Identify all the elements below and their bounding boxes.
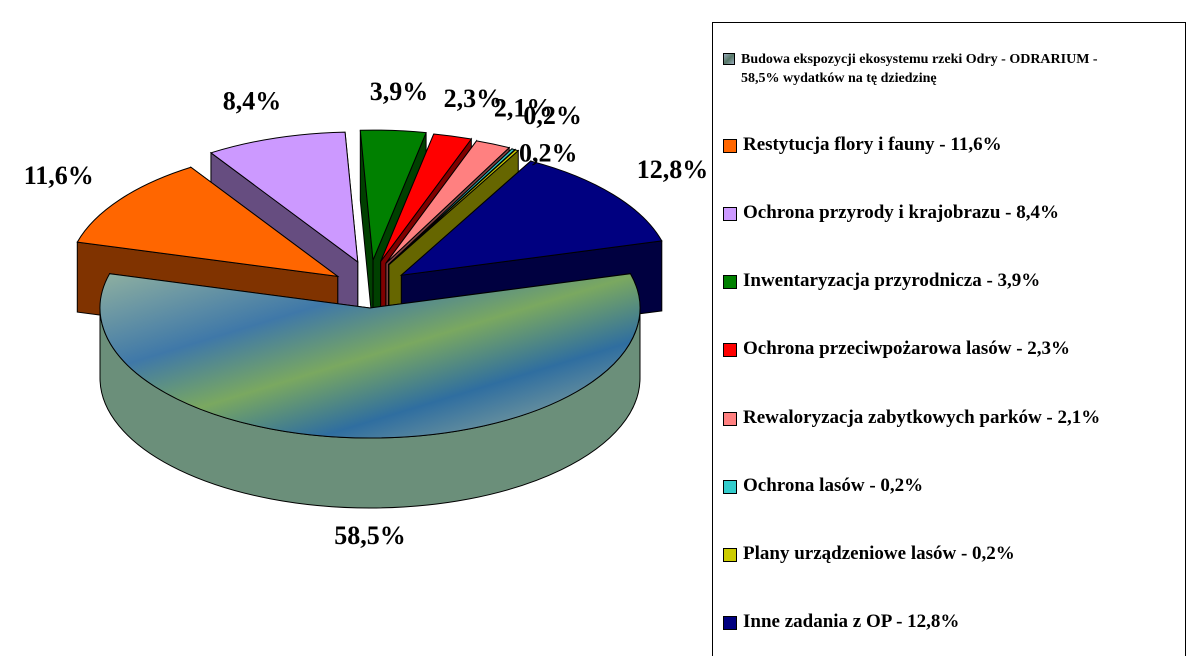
legend-label: Inwentaryzacja przyrodnicza - 3,9% [743, 270, 1041, 292]
legend-item: Budowa ekspozycji ekosystemu rzeki Odry … [723, 50, 1123, 88]
slice-top [385, 140, 511, 264]
legend-swatch [723, 479, 737, 494]
legend-swatch [723, 275, 737, 290]
legend-item: Inne zadania z OP - 12,8% [723, 611, 1185, 633]
slice-top [380, 133, 473, 262]
legend-item: Ochrona przeciwpożarowa lasów - 2,3% [723, 338, 1185, 360]
legend-label: Rewaloryzacja zabytkowych parków - 2,1% [743, 406, 1101, 428]
legend-swatch [723, 615, 737, 630]
legend-item: Plany urządzeniowe lasów - 0,2% [723, 543, 1185, 565]
legend-item: Ochrona lasów - 0,2% [723, 475, 1185, 497]
value-label: 3,9% [370, 77, 429, 106]
value-label: 0,2% [523, 101, 582, 130]
slice [99, 273, 641, 509]
slice-top [388, 149, 520, 266]
value-label: 8,4% [223, 86, 282, 115]
legend-swatch [723, 343, 737, 358]
slice-top [359, 129, 427, 261]
value-label: 12,8% [637, 155, 709, 184]
legend: Budowa ekspozycji ekosystemu rzeki Odry … [712, 22, 1186, 656]
legend-swatch [723, 411, 737, 426]
legend-label: Inne zadania z OP - 12,8% [743, 610, 960, 632]
legend-label: Ochrona przyrody i krajobrazu - 8,4% [743, 202, 1059, 224]
legend-item: Rewaloryzacja zabytkowych parków - 2,1% [723, 407, 1185, 429]
legend-swatch [723, 207, 737, 222]
value-label: 58,5% [334, 521, 406, 550]
legend-label: Budowa ekspozycji ekosystemu rzeki Odry … [741, 52, 1098, 87]
slice-top [99, 273, 641, 439]
chart: 58,5%11,6%8,4% 3,9% 2,3%2,1%0,2%0,2%12,8% [24, 77, 709, 550]
value-label: 2,1% [494, 94, 553, 123]
legend-label: Ochrona przeciwpożarowa lasów - 2,3% [743, 338, 1071, 360]
slice-top [209, 131, 359, 263]
value-label: 0,2% [519, 139, 578, 168]
legend-swatch [723, 139, 737, 154]
legend-item: Restytucja flory i fauny - 11,6% [723, 134, 1185, 156]
value-label: 2,3% [444, 84, 503, 113]
legend-swatch [723, 547, 737, 562]
slice-top [399, 160, 663, 276]
legend-label: Restytucja flory i fauny - 11,6% [743, 134, 1002, 156]
legend-item: Ochrona przyrody i krajobrazu - 8,4% [723, 202, 1185, 224]
legend-swatch [723, 53, 735, 66]
legend-item: Inwentaryzacja przyrodnicza - 3,9% [723, 270, 1185, 292]
value-label: 11,6% [24, 161, 94, 190]
legend-label: Plany urządzeniowe lasów - 0,2% [743, 542, 1015, 564]
slice-top [76, 166, 340, 278]
legend-label: Ochrona lasów - 0,2% [743, 474, 924, 496]
